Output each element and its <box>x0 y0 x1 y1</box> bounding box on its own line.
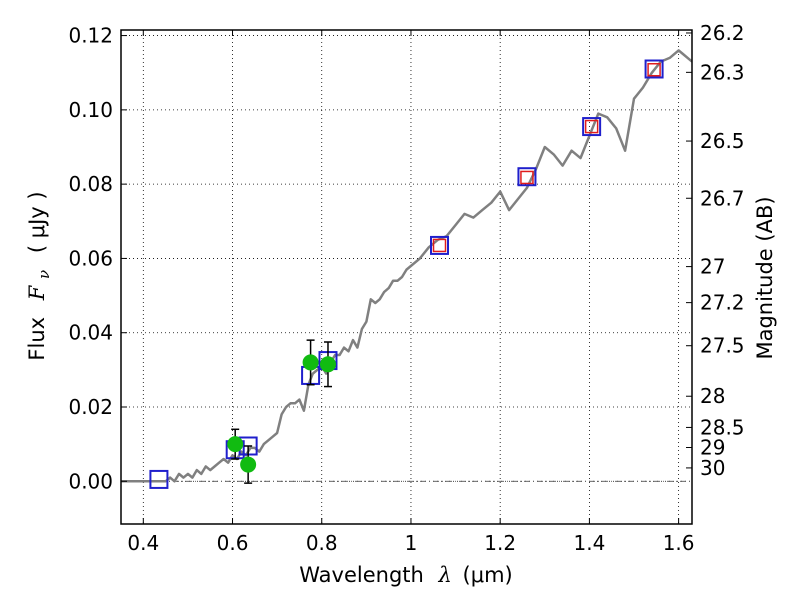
y2-tick-label: 27.2 <box>700 291 745 315</box>
x-axis-label-prefix: Wavelength <box>299 563 424 587</box>
y-axis-label-unit: ( μJy ) <box>25 191 49 253</box>
x-axis-label: Wavelength λ (μm) <box>299 563 512 587</box>
y2-tick-label: 28.5 <box>700 415 745 439</box>
y2-tick-label: 27 <box>700 255 725 279</box>
x-tick-label: 0.6 <box>217 531 249 555</box>
spectrum-point <box>302 354 319 371</box>
chart-marks <box>121 49 692 489</box>
x-tick-label: 0.4 <box>127 531 159 555</box>
y-axis-label-subscript: ν <box>35 270 53 279</box>
y-axis-label-prefix: Flux <box>25 317 49 361</box>
grid-lines <box>121 30 692 524</box>
y2-tick-label: 26.7 <box>700 186 745 210</box>
y-tick-label: 0.04 <box>68 321 113 345</box>
y2-tick-label: 26.5 <box>700 129 745 153</box>
x-axis-label-symbol: λ <box>438 563 452 587</box>
photometry-square <box>517 167 537 187</box>
y2-axis-label: Magnitude (AB) <box>753 196 777 359</box>
x-tick-label: 1.4 <box>573 531 605 555</box>
x-tick-label: 1.6 <box>663 531 695 555</box>
photometry-square <box>149 469 169 489</box>
y2-tick-label: 26.3 <box>700 60 745 84</box>
photometry-square <box>644 59 664 79</box>
x-axis-label-unit: (μm) <box>463 563 513 587</box>
x-tick-label: 1.2 <box>484 531 516 555</box>
model-photometry-square <box>432 238 447 253</box>
spectrum-point <box>319 356 336 373</box>
y2-tick-label: 30 <box>700 456 725 480</box>
x-tick-label: 1 <box>405 531 418 555</box>
y-tick-label: 0.08 <box>68 172 113 196</box>
y-tick-label: 0.00 <box>68 469 113 493</box>
y-tick-label: 0.02 <box>68 395 113 419</box>
y-axis-label-symbol: F <box>25 284 49 301</box>
y-axis-label: Flux F ν ( μJy ) <box>25 191 54 360</box>
y-tick-label: 0.12 <box>68 24 113 48</box>
plot-frame <box>120 29 693 525</box>
y2-tick-label: 29 <box>700 435 725 459</box>
model-photometry-square <box>647 62 661 77</box>
model-photometry-square <box>520 170 534 185</box>
y2-tick-label: 26.2 <box>700 21 745 45</box>
model-spectrum-line <box>121 49 692 483</box>
photometry-square <box>430 235 450 255</box>
spectrum-point <box>227 436 244 453</box>
y-tick-label: 0.10 <box>68 98 113 122</box>
photometry-square <box>582 117 602 137</box>
model-photometry-square <box>584 119 599 134</box>
axis-ticks: 0.4 0.6 0.8 1 1.2 1.4 1.6 0.00 0.02 0.04 0.06 0.08 0… <box>68 21 744 555</box>
x-tick-label: 0.8 <box>306 531 338 555</box>
y-tick-label: 0.06 <box>68 246 113 270</box>
y2-tick-label: 27.5 <box>700 334 745 358</box>
spectrum-point <box>240 456 257 473</box>
y2-tick-label: 28 <box>700 384 725 408</box>
